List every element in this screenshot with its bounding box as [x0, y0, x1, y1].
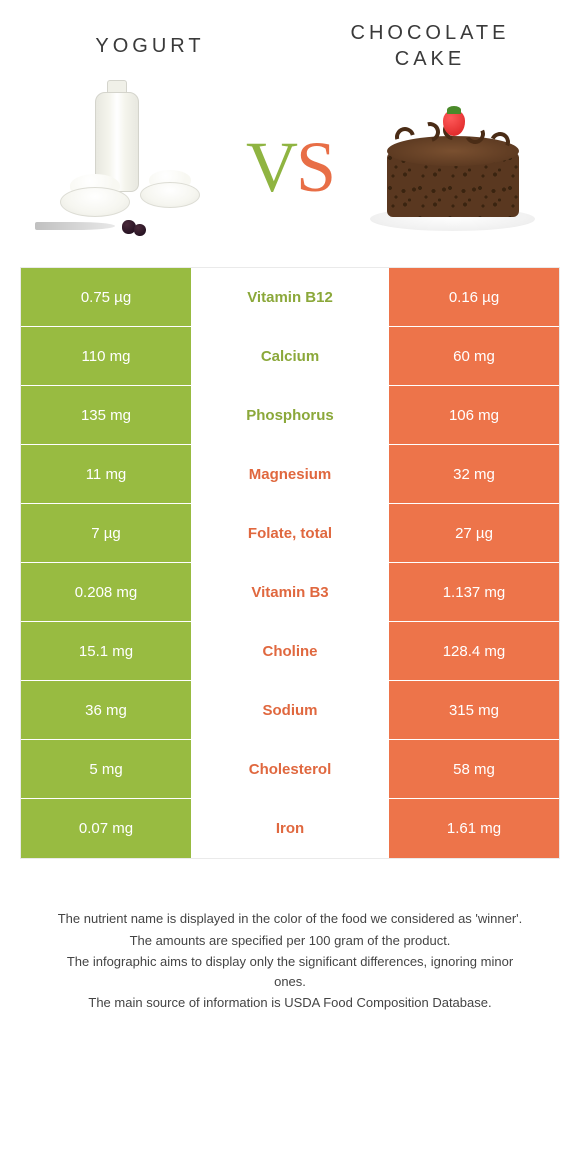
nutrient-label: Calcium	[191, 327, 389, 385]
cake-illustration	[365, 92, 540, 242]
footer-line: The amounts are specified per 100 gram o…	[50, 931, 530, 951]
comparison-table: 0.75 µgVitamin B120.16 µg110 mgCalcium60…	[20, 267, 560, 859]
title-right: CHOCOLATE CAKE	[330, 20, 530, 72]
value-left: 110 mg	[21, 327, 191, 385]
nutrient-label: Sodium	[191, 681, 389, 739]
value-left: 0.208 mg	[21, 563, 191, 621]
footer-line: The nutrient name is displayed in the co…	[50, 909, 530, 929]
nutrient-label: Choline	[191, 622, 389, 680]
table-row: 5 mgCholesterol58 mg	[21, 740, 559, 799]
vs-label: VS	[246, 126, 334, 209]
hero-row: VS	[0, 82, 580, 267]
nutrient-label: Folate, total	[191, 504, 389, 562]
nutrient-label: Cholesterol	[191, 740, 389, 798]
value-right: 128.4 mg	[389, 622, 559, 680]
value-left: 5 mg	[21, 740, 191, 798]
table-row: 0.208 mgVitamin B31.137 mg	[21, 563, 559, 622]
header: YOGURT CHOCOLATE CAKE	[0, 0, 580, 82]
table-row: 36 mgSodium315 mg	[21, 681, 559, 740]
vs-v: V	[246, 127, 296, 207]
nutrient-label: Magnesium	[191, 445, 389, 503]
value-right: 58 mg	[389, 740, 559, 798]
value-left: 0.07 mg	[21, 799, 191, 858]
table-row: 11 mgMagnesium32 mg	[21, 445, 559, 504]
nutrient-label: Vitamin B3	[191, 563, 389, 621]
nutrient-label: Iron	[191, 799, 389, 858]
value-left: 7 µg	[21, 504, 191, 562]
value-right: 32 mg	[389, 445, 559, 503]
vs-s: S	[296, 127, 334, 207]
value-right: 315 mg	[389, 681, 559, 739]
value-left: 11 mg	[21, 445, 191, 503]
table-row: 110 mgCalcium60 mg	[21, 327, 559, 386]
value-right: 1.61 mg	[389, 799, 559, 858]
table-row: 0.75 µgVitamin B120.16 µg	[21, 268, 559, 327]
value-left: 15.1 mg	[21, 622, 191, 680]
nutrient-label: Phosphorus	[191, 386, 389, 444]
yogurt-illustration	[40, 92, 215, 242]
value-left: 135 mg	[21, 386, 191, 444]
nutrient-label: Vitamin B12	[191, 268, 389, 326]
value-right: 106 mg	[389, 386, 559, 444]
footer-line: The main source of information is USDA F…	[50, 993, 530, 1013]
table-row: 7 µgFolate, total27 µg	[21, 504, 559, 563]
footer-notes: The nutrient name is displayed in the co…	[50, 909, 530, 1013]
title-left: YOGURT	[50, 33, 250, 59]
value-right: 60 mg	[389, 327, 559, 385]
table-row: 15.1 mgCholine128.4 mg	[21, 622, 559, 681]
table-row: 135 mgPhosphorus106 mg	[21, 386, 559, 445]
table-row: 0.07 mgIron1.61 mg	[21, 799, 559, 858]
value-right: 1.137 mg	[389, 563, 559, 621]
value-left: 36 mg	[21, 681, 191, 739]
value-left: 0.75 µg	[21, 268, 191, 326]
value-right: 27 µg	[389, 504, 559, 562]
footer-line: The infographic aims to display only the…	[50, 952, 530, 991]
value-right: 0.16 µg	[389, 268, 559, 326]
